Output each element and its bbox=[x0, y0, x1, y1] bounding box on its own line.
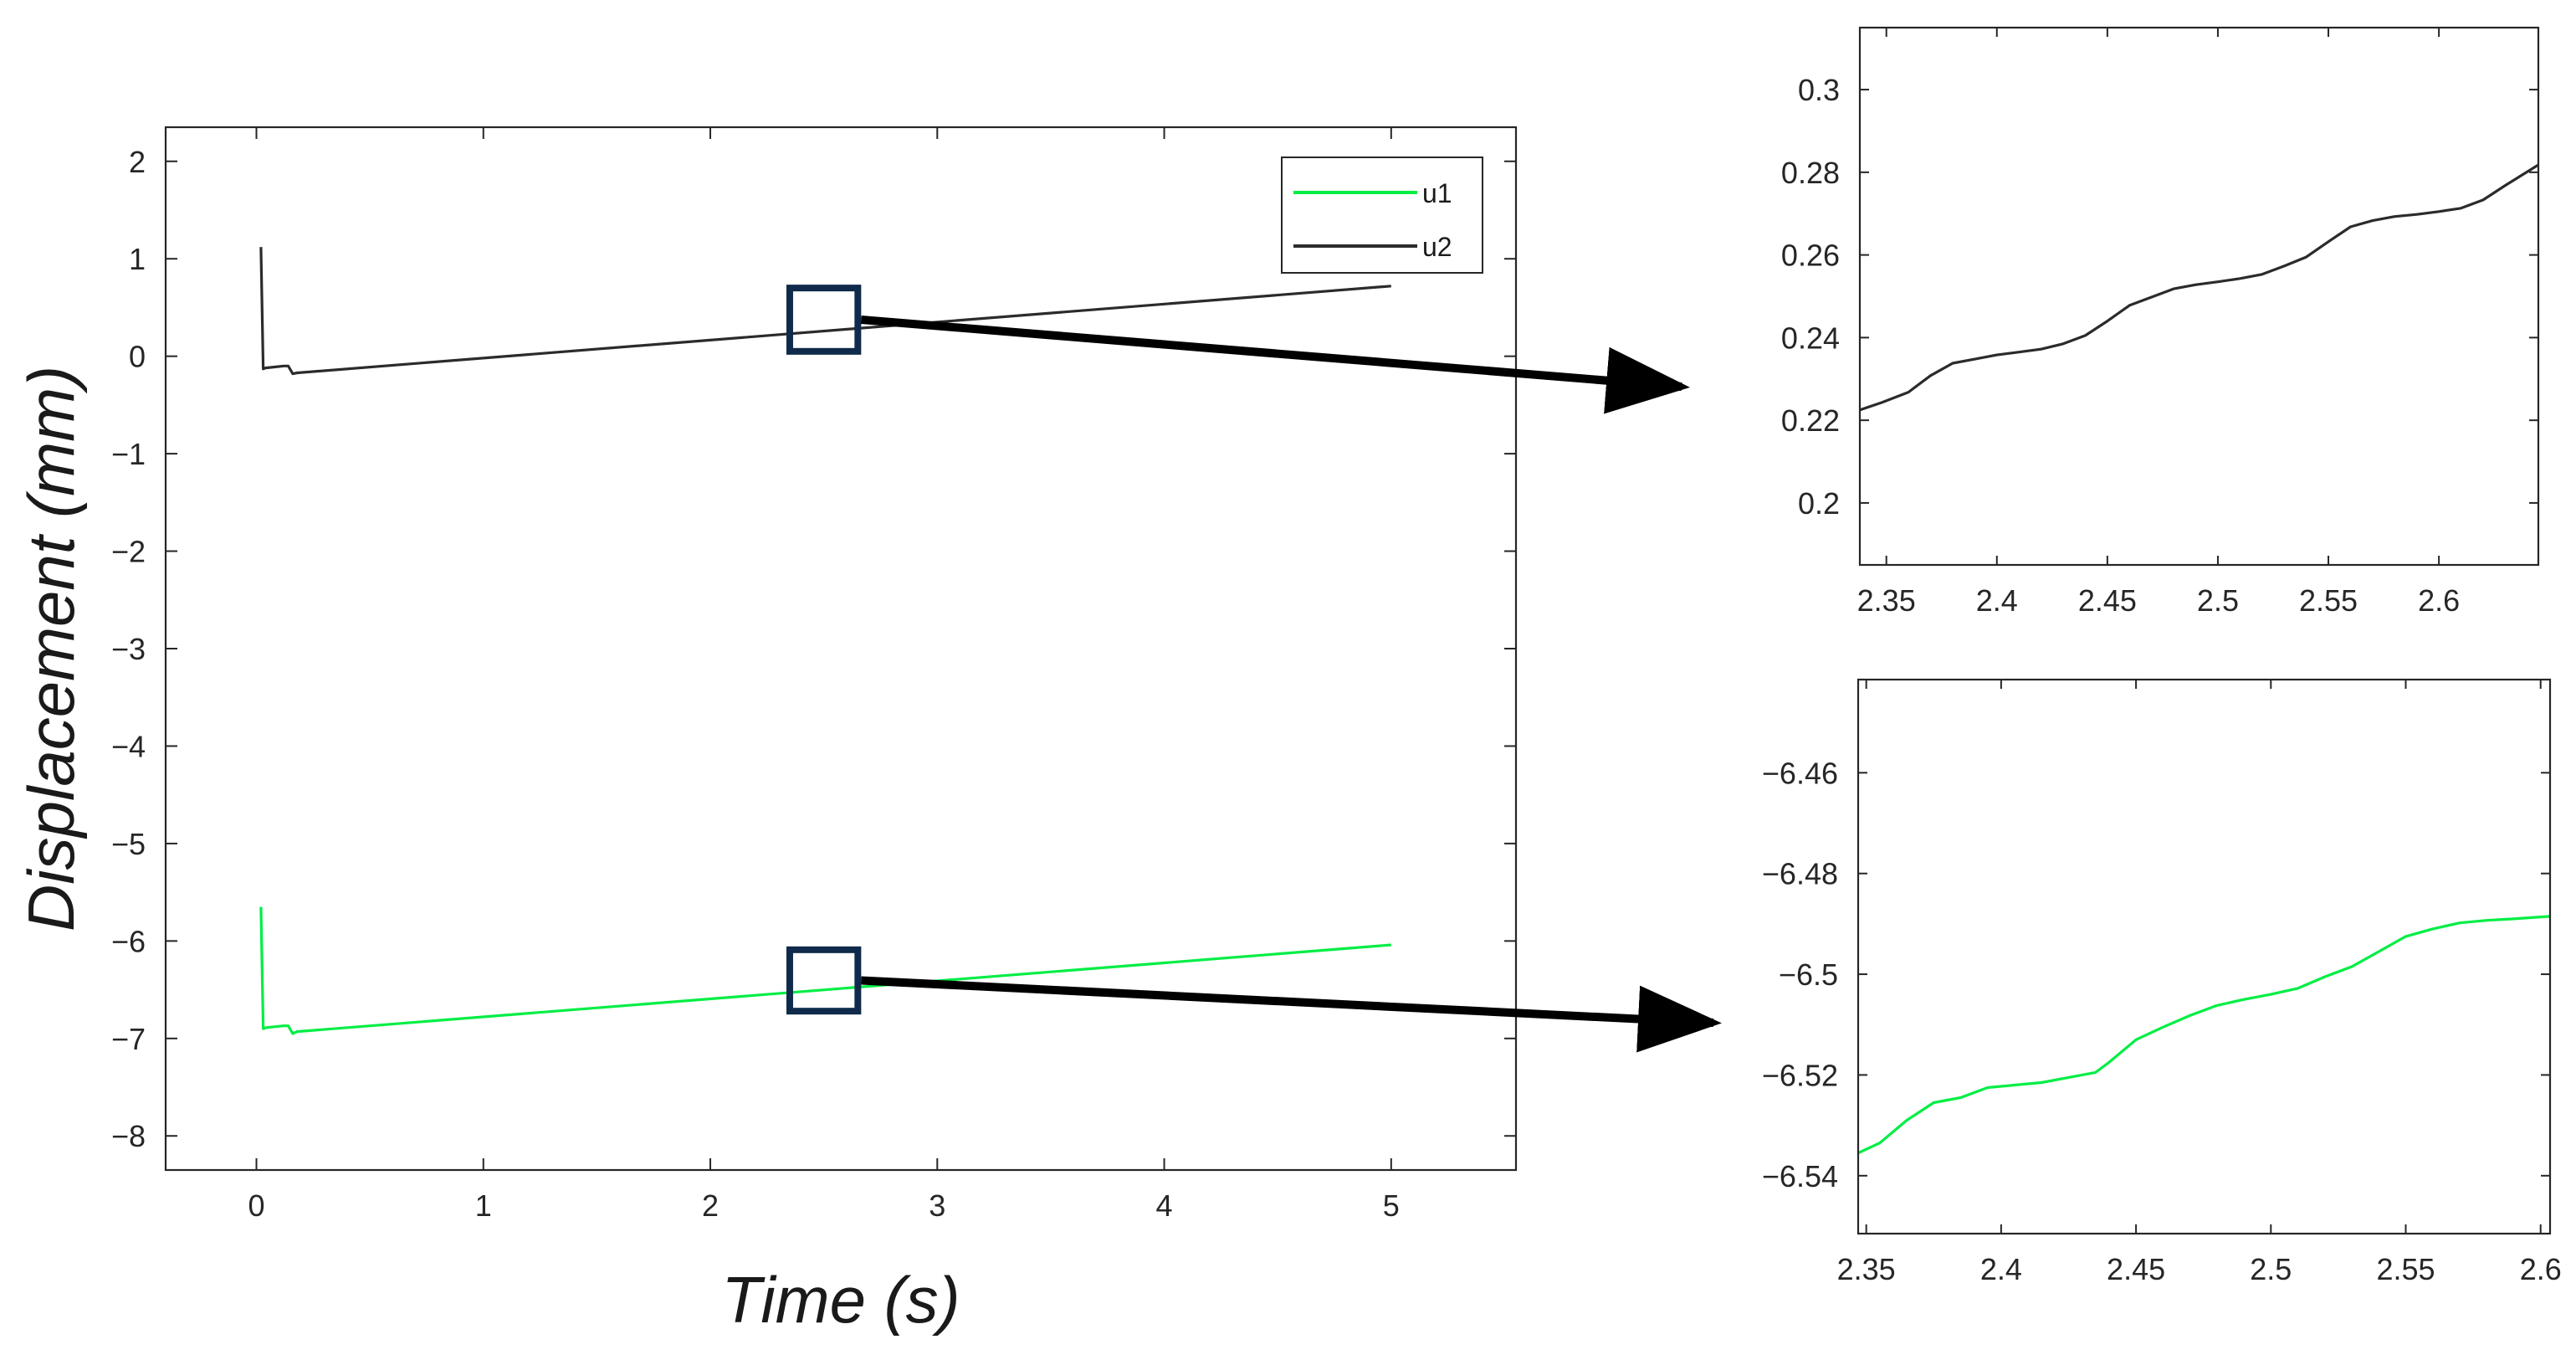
y-tick-label: −5 bbox=[111, 827, 146, 861]
y-tick-label: −8 bbox=[111, 1119, 146, 1153]
y-tick-label: 1 bbox=[129, 242, 146, 276]
zoom-annotations bbox=[786, 285, 1722, 1053]
y-tick-label: −1 bbox=[111, 437, 146, 471]
legend-label-u2: u2 bbox=[1422, 232, 1452, 262]
y-tick-label: 0.26 bbox=[1781, 239, 1840, 273]
y-tick-label: −6.48 bbox=[1762, 857, 1838, 891]
y-tick-label: −6.5 bbox=[1779, 957, 1838, 992]
y-tick-label: 0.2 bbox=[1798, 486, 1840, 521]
zoom-arrow-inset_u2 bbox=[860, 316, 1690, 414]
y-tick-label: 0.28 bbox=[1781, 156, 1840, 190]
x-tick-label: 5 bbox=[1383, 1188, 1400, 1223]
legend: u1 u2 bbox=[1281, 157, 1483, 274]
series-line-u1 bbox=[259, 906, 1391, 1035]
x-tick-label: 2.45 bbox=[2078, 583, 2137, 618]
y-tick-label: −6.46 bbox=[1762, 756, 1838, 790]
y-tick-label: 0.22 bbox=[1781, 403, 1840, 438]
x-tick-label: 2.6 bbox=[2520, 1252, 2562, 1286]
x-tick-label: 0 bbox=[248, 1188, 264, 1223]
x-tick-label: 2.55 bbox=[2299, 583, 2358, 618]
legend-box bbox=[1281, 157, 1483, 274]
x-tick-label: 2 bbox=[702, 1188, 719, 1223]
inset-chart-u2: 2.35 2.4 2.45 2.5 2.55 2.6 0.3 0.28 0.26 0.24 0.22… bbox=[1781, 26, 2540, 618]
x-tick-label: 2.6 bbox=[2418, 583, 2460, 618]
series-line-u2 bbox=[259, 247, 1391, 376]
y-tick-label: −6.54 bbox=[1762, 1159, 1838, 1193]
x-tick-label: 2.5 bbox=[2250, 1252, 2292, 1286]
y-tick-label: −6.52 bbox=[1762, 1058, 1838, 1092]
x-tick-label: 3 bbox=[929, 1188, 945, 1223]
x-axis-title: Time (s) bbox=[721, 1263, 960, 1337]
axes-box bbox=[1858, 26, 2540, 567]
y-tick-label: 2 bbox=[129, 145, 146, 179]
y-tick-label: −3 bbox=[111, 632, 146, 666]
y-tick-label: −2 bbox=[111, 535, 146, 569]
x-tick-label: 2.4 bbox=[1980, 1252, 2022, 1286]
x-tick-label: 2.35 bbox=[1837, 1252, 1896, 1286]
x-tick-label: 1 bbox=[475, 1188, 492, 1223]
x-tick-label: 2.45 bbox=[2107, 1252, 2165, 1286]
zoom-arrow-inset_u1 bbox=[861, 976, 1722, 1053]
y-tick-label: −4 bbox=[111, 729, 146, 763]
x-tick-label: 2.35 bbox=[1857, 583, 1916, 618]
x-tick-label: 4 bbox=[1156, 1188, 1173, 1223]
y-tick-label: 0.24 bbox=[1781, 321, 1840, 355]
x-tick-label: 2.55 bbox=[2376, 1252, 2435, 1286]
y-tick-label: 0.3 bbox=[1798, 73, 1840, 107]
inset-chart-u1: 2.35 2.4 2.45 2.5 2.55 2.6 −6.46 −6.48 −6.5 −6.52… bbox=[1762, 678, 2562, 1286]
zoom-box-inset_u1 bbox=[786, 946, 862, 1015]
x-tick-label: 2.5 bbox=[2197, 583, 2239, 618]
y-tick-label: −6 bbox=[111, 924, 146, 958]
series-line-u1 bbox=[1858, 915, 2550, 1155]
x-tick-label: 2.4 bbox=[1976, 583, 2018, 618]
zoom-box-inset_u2 bbox=[786, 285, 862, 355]
axes-box bbox=[1856, 678, 2552, 1235]
y-tick-label: 0 bbox=[129, 340, 146, 374]
series-line-u2 bbox=[1860, 163, 2538, 412]
main-chart: 0 1 2 3 4 5 2 1 0 −1 −2 −3 −4 −5 −6 −7 −8 Time (s) Displac… bbox=[14, 126, 1518, 1337]
y-tick-label: −7 bbox=[111, 1022, 146, 1056]
y-axis-title: Displacement (mm) bbox=[14, 366, 88, 931]
legend-label-u1: u1 bbox=[1422, 178, 1452, 208]
